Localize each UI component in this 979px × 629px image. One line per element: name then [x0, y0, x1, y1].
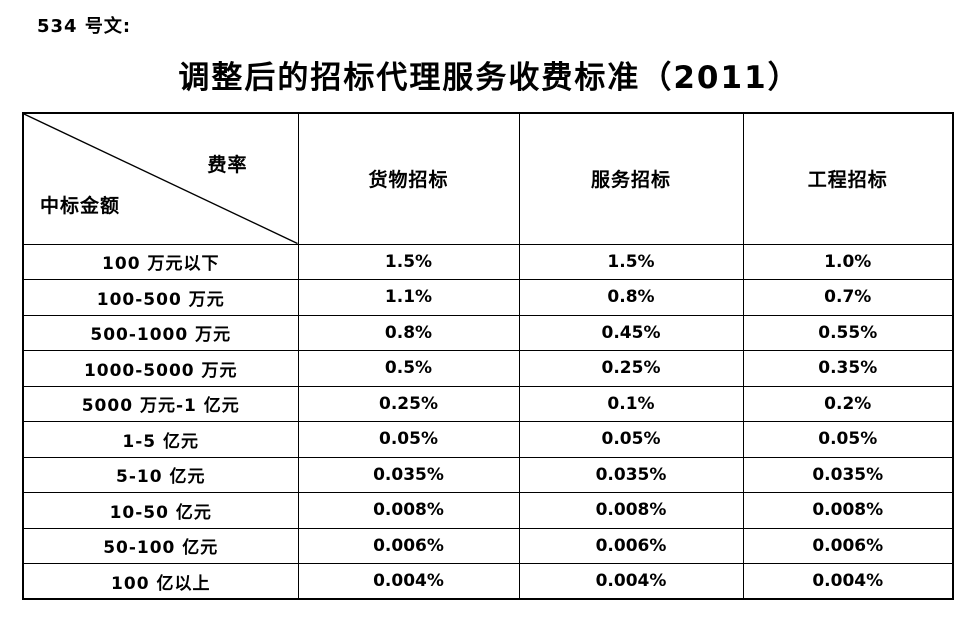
- fee-cell: 1.5%: [518, 243, 744, 280]
- row-label: 5-10 亿元: [22, 456, 299, 493]
- fee-cell: 0.5%: [297, 350, 520, 387]
- fee-cell: 0.006%: [297, 527, 520, 564]
- fee-cell: 0.008%: [742, 492, 954, 529]
- table-row: 5-10 亿元 0.035% 0.035% 0.035%: [22, 456, 954, 493]
- row-label: 5000 万元-1 亿元: [22, 385, 299, 422]
- fee-cell: 0.006%: [742, 527, 954, 564]
- fee-cell: 0.25%: [518, 350, 744, 387]
- row-label: 500-1000 万元: [22, 314, 299, 351]
- fee-cell: 0.035%: [742, 456, 954, 493]
- fee-cell: 0.035%: [518, 456, 744, 493]
- fee-cell: 0.7%: [742, 279, 954, 316]
- fee-cell: 0.05%: [742, 421, 954, 458]
- fee-cell: 0.8%: [297, 314, 520, 351]
- row-label: 50-100 亿元: [22, 527, 299, 564]
- fee-cell: 1.5%: [297, 243, 520, 280]
- row-label: 1-5 亿元: [22, 421, 299, 458]
- fee-cell: 0.45%: [518, 314, 744, 351]
- fee-cell: 0.55%: [742, 314, 954, 351]
- table-row: 500-1000 万元 0.8% 0.45% 0.55%: [22, 314, 954, 351]
- fee-cell: 0.05%: [297, 421, 520, 458]
- row-label: 100-500 万元: [22, 279, 299, 316]
- fee-cell: 0.006%: [518, 527, 744, 564]
- fee-cell: 0.004%: [297, 563, 520, 600]
- table-header-row: 费率 中标金额 货物招标 服务招标 工程招标: [22, 112, 954, 245]
- fee-cell: 0.35%: [742, 350, 954, 387]
- row-label: 1000-5000 万元: [22, 350, 299, 387]
- table-row: 50-100 亿元 0.006% 0.006% 0.006%: [22, 527, 954, 564]
- fee-cell: 0.05%: [518, 421, 744, 458]
- table-row: 1-5 亿元 0.05% 0.05% 0.05%: [22, 421, 954, 458]
- table-row: 5000 万元-1 亿元 0.25% 0.1% 0.2%: [22, 385, 954, 422]
- column-header-works: 工程招标: [742, 112, 954, 245]
- fee-rate-table: 费率 中标金额 货物招标 服务招标 工程招标 100 万元以下 1.5% 1.5…: [22, 112, 954, 600]
- page-title: 调整后的招标代理服务收费标准（2011）: [178, 60, 801, 96]
- fee-cell: 1.1%: [297, 279, 520, 316]
- fee-cell: 0.004%: [518, 563, 744, 600]
- row-label: 10-50 亿元: [22, 492, 299, 529]
- fee-cell: 0.008%: [297, 492, 520, 529]
- row-label: 100 亿以上: [22, 563, 299, 600]
- column-header-services: 服务招标: [518, 112, 744, 245]
- fee-cell: 0.004%: [742, 563, 954, 600]
- row-label: 100 万元以下: [22, 243, 299, 280]
- fee-cell: 0.25%: [297, 385, 520, 422]
- column-header-goods: 货物招标: [297, 112, 520, 245]
- fee-cell: 1.0%: [742, 243, 954, 280]
- fee-cell: 0.2%: [742, 385, 954, 422]
- corner-label-rate: 费率: [207, 154, 248, 176]
- table-row: 100-500 万元 1.1% 0.8% 0.7%: [22, 279, 954, 316]
- table-row: 100 万元以下 1.5% 1.5% 1.0%: [22, 243, 954, 280]
- corner-label-amount: 中标金额: [40, 194, 121, 217]
- diagonal-divider-line: [24, 114, 298, 244]
- table-row: 1000-5000 万元 0.5% 0.25% 0.35%: [22, 350, 954, 387]
- fee-cell: 0.008%: [518, 492, 744, 529]
- fee-cell: 0.8%: [518, 279, 744, 316]
- table-row: 100 亿以上 0.004% 0.004% 0.004%: [22, 563, 954, 600]
- fee-cell: 0.035%: [297, 456, 520, 493]
- fee-cell: 0.1%: [518, 385, 744, 422]
- table-row: 10-50 亿元 0.008% 0.008% 0.008%: [22, 492, 954, 529]
- doc-number-label: 534 号文:: [37, 16, 132, 37]
- diagonal-corner-cell: 费率 中标金额: [22, 112, 299, 245]
